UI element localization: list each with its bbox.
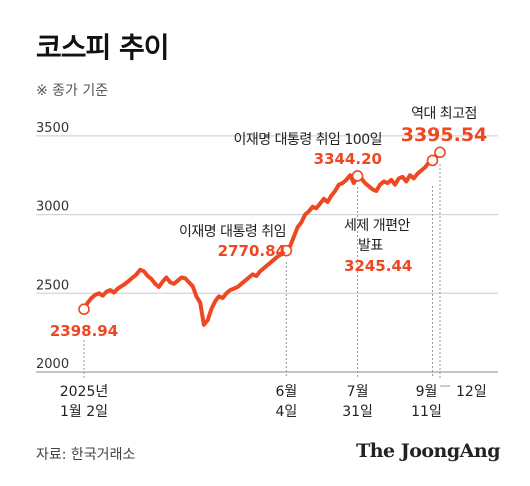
annotation-value-tax-reform: 3245.44 <box>344 257 412 275</box>
x-label-july-month: 7월 <box>347 384 369 400</box>
x-label-sep-month: 9월 <box>416 384 438 400</box>
start-value-label: 2398.94 <box>50 322 118 340</box>
annotation-value-100days: 3344.20 <box>314 150 382 168</box>
source-note: 자료: 한국거래소 <box>36 447 136 463</box>
x-label-start-day: 1월 2일 <box>60 404 108 420</box>
y-tick-label: 3500 <box>36 121 69 136</box>
x-label-sep12: 12일 <box>456 384 487 400</box>
annotation-label-inauguration: 이재명 대통령 취임 <box>179 224 286 240</box>
data-point-marker <box>426 154 439 167</box>
chart-subtitle: ※ 종가 기준 <box>36 83 109 99</box>
annotation-value-inauguration: 2770.84 <box>218 242 286 260</box>
data-point-marker <box>78 303 90 315</box>
annotation-label-record-high: 역대 최고점 <box>411 106 477 122</box>
x-label-june-month: 6월 <box>275 384 297 400</box>
annotation-label-tax-reform: 세제 개편안 <box>344 218 410 234</box>
y-tick-label: 2500 <box>36 278 69 293</box>
data-point-marker <box>434 146 446 159</box>
kospi-line <box>82 150 442 327</box>
y-tick-label: 2000 <box>36 357 69 372</box>
data-point-marker <box>351 170 364 182</box>
y-tick-label: 3000 <box>36 200 69 215</box>
data-point-marker <box>280 244 293 257</box>
x-label-june-day: 4일 <box>275 404 297 420</box>
x-label-july-day: 31일 <box>342 404 373 420</box>
chart-title: 코스피 추이 <box>36 31 170 64</box>
x-label-sep-day: 11일 <box>411 404 442 420</box>
x-label-start-year: 2025년 <box>60 384 109 400</box>
annotation-value-record-high: 3395.54 <box>401 124 488 146</box>
annotation-label-tax-reform: 발표 <box>358 238 383 254</box>
annotation-label-100days: 이재명 대통령 취임 100일 <box>234 132 383 148</box>
brand-logo: The JoongAng <box>356 440 500 462</box>
